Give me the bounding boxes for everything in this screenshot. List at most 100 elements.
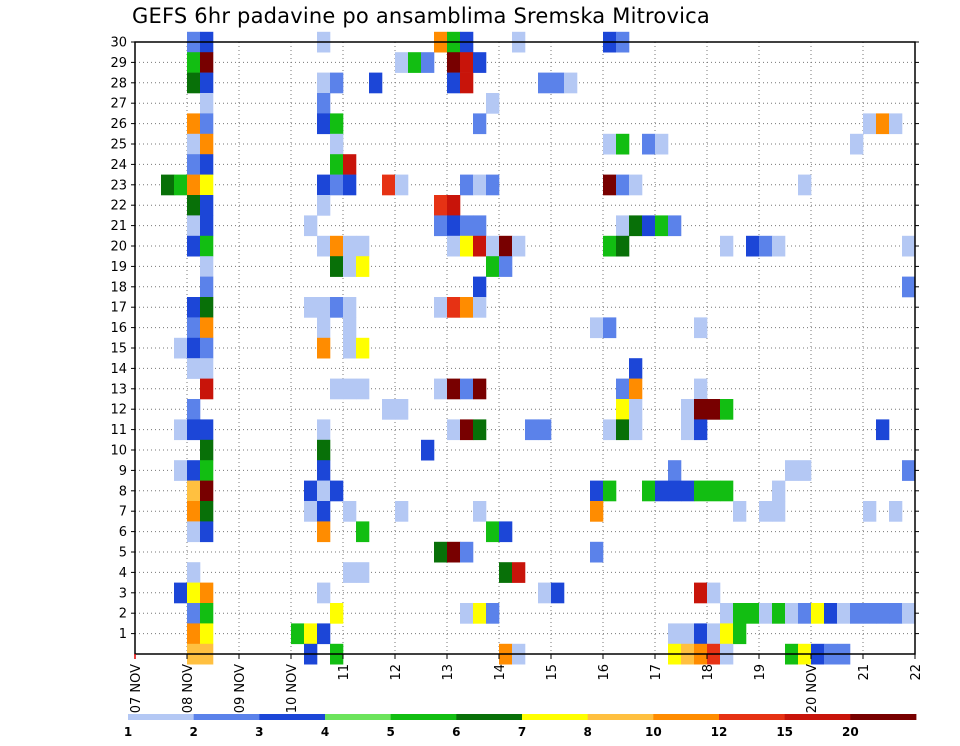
precip-cell (473, 52, 487, 73)
precip-cell (330, 133, 344, 155)
precip-cell (460, 541, 474, 563)
precip-cell (889, 603, 903, 624)
x-tick-label: 15 (545, 664, 560, 681)
precip-cell (317, 582, 331, 604)
precip-cell (200, 337, 214, 359)
precip-cell (317, 174, 331, 196)
precip-cell (460, 603, 474, 624)
x-tick-label: 14 (493, 664, 508, 681)
precip-cell (434, 378, 448, 400)
precip-cell (876, 603, 890, 624)
precip-cell (460, 378, 474, 400)
precip-cell (187, 562, 201, 583)
x-tick-label: 13 (441, 664, 456, 681)
precip-cell (772, 480, 786, 502)
precip-cell (681, 419, 695, 441)
precip-cell (369, 72, 383, 94)
y-tick-label: 4 (119, 566, 127, 581)
precip-cell (174, 419, 188, 441)
x-tick-label: 22 (909, 664, 924, 681)
precip-cell (343, 235, 357, 257)
x-tick-label: 10 NOV (285, 664, 300, 713)
precip-cell (733, 501, 747, 522)
x-tick-label: 08 NOV (181, 664, 196, 713)
precip-cell (187, 195, 201, 216)
y-tick-label: 2 (119, 607, 127, 622)
precip-cell (486, 256, 500, 277)
precip-cell (629, 378, 643, 400)
precip-cell (174, 582, 188, 604)
y-tick-label: 13 (110, 382, 127, 397)
precip-cell (187, 337, 201, 359)
precip-cell (694, 623, 708, 645)
precip-cell (694, 419, 708, 441)
precip-cell (655, 215, 669, 237)
precip-cell (330, 235, 344, 257)
precip-cell (356, 521, 370, 543)
precip-cell (395, 174, 409, 196)
precip-cell (343, 154, 357, 175)
precip-cell (668, 623, 682, 645)
precip-cell (616, 419, 630, 441)
precip-cell (187, 582, 201, 604)
precip-cell (343, 174, 357, 196)
precip-cell (395, 399, 409, 420)
y-tick-label: 5 (119, 546, 127, 561)
precip-cell (200, 133, 214, 155)
precip-cell (642, 133, 656, 155)
colorbar-swatch (193, 714, 260, 720)
colorbar-label: 7 (518, 725, 526, 739)
precip-cell (629, 174, 643, 196)
precip-cell (785, 460, 799, 481)
precip-cell (447, 419, 461, 441)
colorbar-swatch (325, 714, 392, 720)
y-tick-label: 9 (119, 464, 127, 479)
colorbar-swatch (259, 714, 326, 720)
precip-cell (343, 562, 357, 583)
precip-cell (421, 52, 435, 73)
precip-cell (356, 256, 370, 277)
y-tick-label: 12 (110, 403, 127, 418)
precip-cell (317, 317, 331, 339)
precip-cell (772, 501, 786, 522)
precip-cell (798, 174, 812, 196)
precip-cell (161, 174, 175, 196)
precip-cell (343, 317, 357, 339)
precip-cell (473, 501, 487, 522)
precip-cell (772, 235, 786, 257)
y-tick-label: 26 (110, 117, 127, 132)
precip-cell (759, 235, 773, 257)
precip-cell (187, 133, 201, 155)
y-tick-label: 15 (110, 342, 127, 357)
precip-cell (460, 235, 474, 257)
precip-cell (343, 297, 357, 318)
x-tick-label: 11 (337, 664, 352, 681)
precip-cell (473, 215, 487, 237)
precip-cell (642, 480, 656, 502)
x-tick-label: 16 (597, 664, 612, 681)
precip-cell (330, 480, 344, 502)
y-tick-label: 20 (110, 240, 127, 255)
x-tick-label: 20 NOV (805, 664, 820, 713)
precip-cell (174, 460, 188, 481)
precip-cell (317, 623, 331, 645)
y-tick-label: 10 (110, 444, 127, 459)
precip-cell (200, 215, 214, 237)
precip-cell (200, 439, 214, 461)
precip-cell (317, 337, 331, 359)
x-tick-label: 21 (857, 664, 872, 681)
precip-cell (200, 582, 214, 604)
precip-cell (343, 378, 357, 400)
precip-cell (603, 419, 617, 441)
y-tick-label: 17 (110, 301, 127, 316)
precip-cell (187, 154, 201, 175)
precip-cell (863, 501, 877, 522)
precip-cell (707, 399, 721, 420)
precip-cell (642, 215, 656, 237)
precip-cell (694, 582, 708, 604)
y-tick-label: 18 (110, 280, 127, 295)
precip-cell (746, 603, 760, 624)
precip-cell (343, 337, 357, 359)
precip-cell (330, 603, 344, 624)
